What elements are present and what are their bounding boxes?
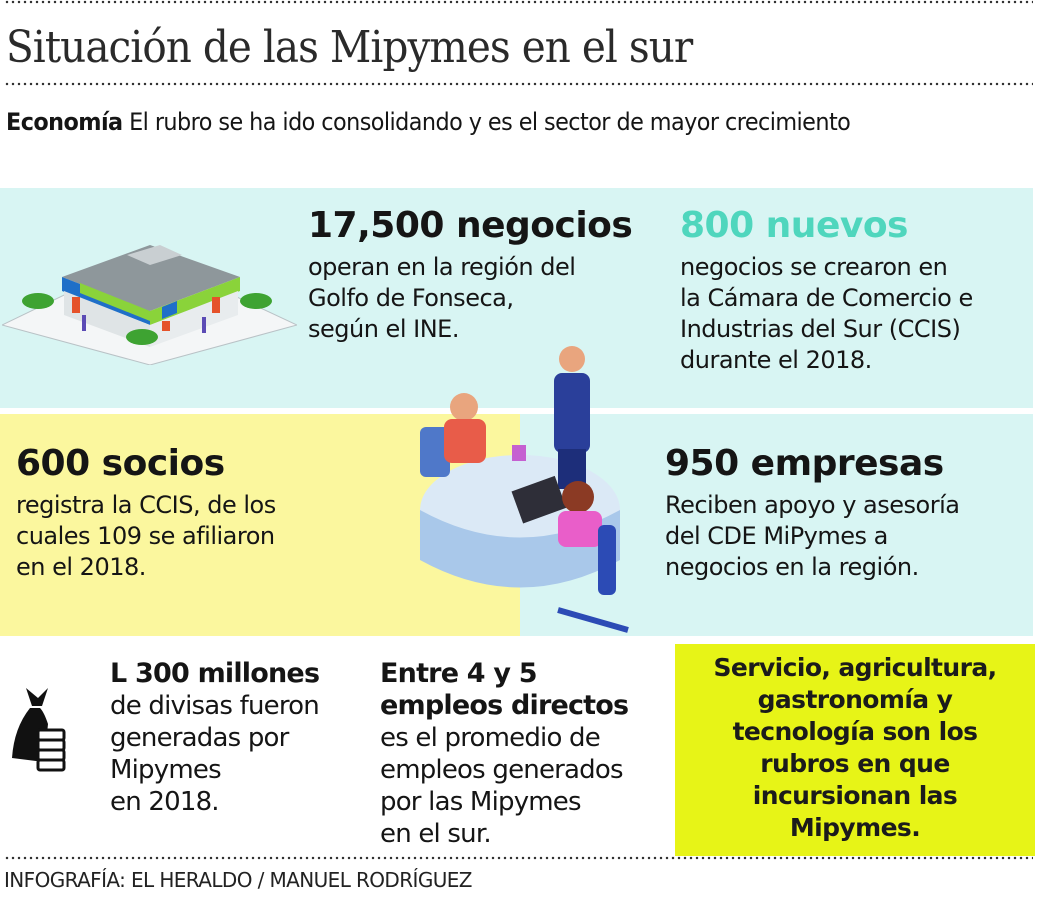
money-bag-icon [12, 688, 66, 772]
title-dotted-rule [4, 82, 1033, 86]
stat-headline: empleos directos [380, 690, 629, 721]
stat-line: del CDE MiPymes a [665, 522, 888, 550]
stat-line: es el promedio de [380, 723, 601, 753]
stat-line: en 2018. [110, 787, 220, 817]
stat-line: empleos generados [380, 755, 624, 785]
stat-line: Reciben apoyo y asesoría [665, 491, 960, 519]
store-building-icon [2, 245, 297, 365]
stat-nuevos: 800 nuevos negocios se crearon en la Cám… [680, 206, 973, 376]
stat-line: registra la CCIS, de los [16, 491, 276, 519]
stat-socios: 600 socios registra la CCIS, de los cual… [16, 444, 276, 583]
stat-headline: 800 nuevos [680, 205, 908, 246]
stat-line: tecnología son los [732, 717, 978, 746]
stat-line: Industrias del Sur (CCIS) [680, 315, 961, 343]
stat-line: generadas por [110, 723, 289, 753]
stat-empleos: Entre 4 y 5 empleos directos es el prome… [380, 658, 629, 850]
stat-line: la Cámara de Comercio e [680, 284, 973, 312]
kicker: Economía [6, 108, 123, 136]
top-dotted-rule [4, 0, 1033, 4]
stat-line: cuales 109 se afiliaron [16, 522, 275, 550]
stat-line: gastronomía y [757, 685, 953, 714]
stat-line: en el sur. [380, 819, 492, 849]
footer-dotted-rule [4, 856, 1033, 860]
stat-line: según el INE. [308, 315, 459, 343]
stat-negocios: 17,500 negocios operan en la región del … [308, 205, 633, 345]
stat-line: incursionan las [752, 781, 958, 810]
stat-line: operan en la región del [308, 253, 576, 281]
stat-line: Golfo de Fonseca, [308, 284, 514, 312]
subtitle: Economía El rubro se ha ido consolidando… [6, 104, 862, 140]
stat-line: Mipymes. [789, 813, 921, 842]
stat-line: por las Mipymes [380, 787, 582, 817]
credit-line: INFOGRAFÍA: EL HERALDO / MANUEL RODRÍGUE… [4, 868, 473, 892]
stat-line: negocios se crearon en [680, 253, 948, 281]
stat-line: durante el 2018. [680, 346, 872, 374]
stat-headline: 600 socios [16, 443, 225, 484]
stat-headline: L 300 millones [110, 658, 320, 689]
stat-empresas: 950 empresas Reciben apoyo y asesoría de… [665, 443, 960, 583]
page-title: Situación de las Mipymes en el sur [6, 22, 693, 73]
stat-line: Mipymes [110, 755, 222, 785]
stat-line: de divisas fueron [110, 691, 320, 721]
stat-headline: Entre 4 y 5 [380, 658, 538, 689]
stat-headline: 950 empresas [665, 443, 944, 484]
subtitle-text: El rubro se ha ido consolidando y es el … [129, 108, 851, 136]
stat-line: Servicio, agricultura, [713, 653, 997, 682]
stat-line: rubros en que [760, 749, 950, 778]
stat-line: negocios en la región. [665, 553, 919, 581]
stat-divisas: L 300 millones de divisas fueron generad… [110, 658, 320, 818]
stat-rubros: Servicio, agricultura, gastronomía y tec… [675, 652, 1035, 844]
lime-panel [675, 644, 1035, 856]
meeting-people-illustration [420, 346, 629, 633]
stat-line: en el 2018. [16, 553, 146, 581]
stat-headline: 17,500 negocios [308, 205, 633, 246]
